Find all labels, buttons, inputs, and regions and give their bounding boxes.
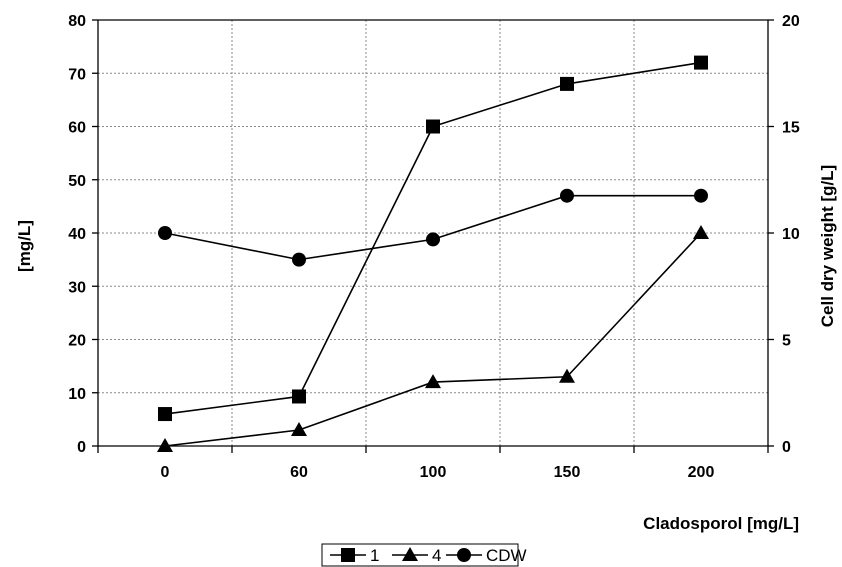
y-tick-label-5: 50 <box>68 173 86 190</box>
legend-item-4: 4 <box>392 546 441 565</box>
legend-marker-4 <box>402 547 418 561</box>
x-tick-label-4: 200 <box>688 464 715 481</box>
point-4-0 <box>157 438 173 452</box>
y2-tick-label-4: 20 <box>782 13 800 30</box>
y-tick-label-1: 10 <box>68 386 86 403</box>
y-tick-label-3: 30 <box>68 279 86 296</box>
point-CDW-2 <box>426 232 440 247</box>
point-1-4 <box>694 55 708 70</box>
point-1-3 <box>560 76 574 91</box>
x-tick-label-3: 150 <box>554 464 581 481</box>
point-4-3 <box>559 368 575 383</box>
legend: 1 4 CDW <box>321 543 527 567</box>
point-1-0 <box>158 407 172 422</box>
legend-label-CDW: CDW <box>486 546 527 565</box>
legend-label-4: 4 <box>432 546 441 565</box>
series-line-CDW <box>164 194 701 261</box>
right-axis-ticks: 0 5 10 15 20 <box>768 13 800 456</box>
y2-tick-label-1: 5 <box>782 333 791 350</box>
point-CDW-4 <box>694 188 708 203</box>
y-tick-label-8: 80 <box>68 13 86 30</box>
series-layer <box>157 55 709 452</box>
x-tick-label-2: 100 <box>420 464 447 481</box>
y-axis-title: [mg/L] <box>15 220 34 272</box>
grid-lines <box>98 20 768 446</box>
left-axis-ticks: 0 10 20 30 40 50 60 70 80 <box>68 13 98 456</box>
y-tick-label-6: 60 <box>68 120 86 137</box>
x-axis-ticks: 0 60 100 150 200 <box>97 446 769 481</box>
legend-label-1: 1 <box>370 546 379 565</box>
point-CDW-0 <box>158 226 172 240</box>
series-line-4 <box>164 232 702 447</box>
y2-tick-label-3: 15 <box>782 120 800 137</box>
point-1-2 <box>426 119 440 134</box>
y-tick-label-0: 0 <box>77 439 86 456</box>
legend-marker-1 <box>341 548 355 562</box>
point-1-1 <box>292 389 306 404</box>
legend-item-CDW: CDW <box>446 546 527 565</box>
legend-marker-CDW <box>457 548 471 562</box>
point-4-1 <box>291 422 307 437</box>
x-axis-title: Cladosporol [mg/L] <box>643 514 799 533</box>
legend-item-1: 1 <box>330 546 379 565</box>
point-CDW-1 <box>292 252 306 267</box>
y-tick-label-4: 40 <box>68 226 86 243</box>
series-1 <box>158 55 708 422</box>
series-CDW <box>158 188 708 267</box>
x-tick-label-1: 60 <box>290 464 308 481</box>
y2-tick-label-2: 10 <box>782 226 800 243</box>
y2-tick-label-0: 0 <box>782 439 791 456</box>
series-4 <box>157 225 709 452</box>
point-4-2 <box>425 374 441 389</box>
y-tick-label-2: 20 <box>68 333 86 350</box>
y-tick-label-7: 70 <box>68 66 86 83</box>
y2-axis-title: Cell dry weight [g/L] <box>818 165 837 327</box>
x-tick-label-0: 0 <box>161 464 170 481</box>
point-4-4 <box>693 225 709 239</box>
point-CDW-3 <box>560 188 574 203</box>
